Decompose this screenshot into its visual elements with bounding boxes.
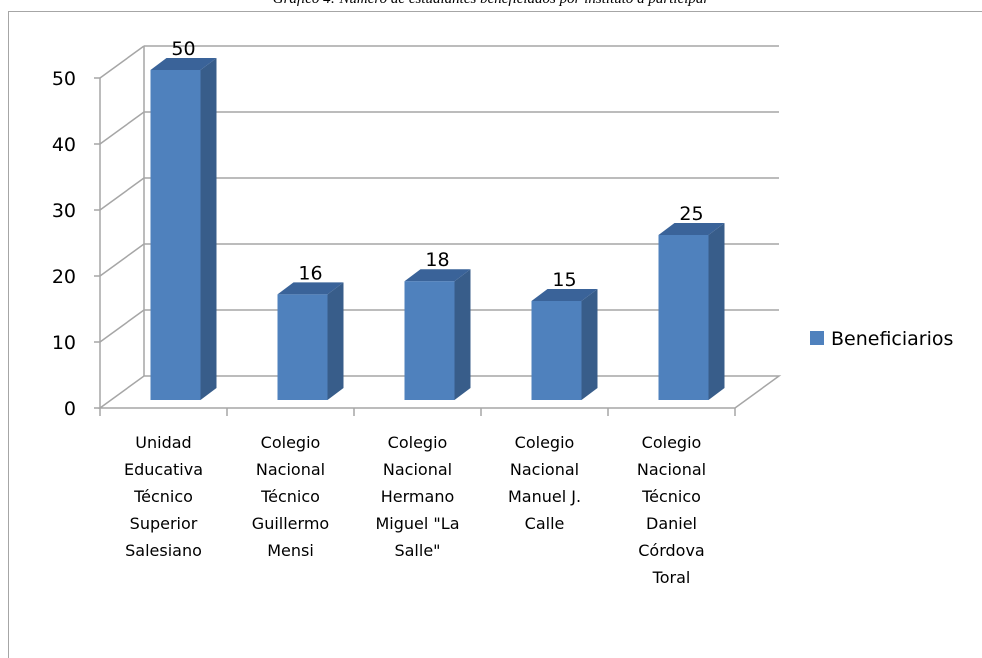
data-label: 15 — [552, 269, 576, 291]
chart-floor — [97, 375, 782, 409]
gridline-side — [99, 177, 145, 211]
data-label: 16 — [298, 262, 322, 284]
page-title: Gráfico 4: Número de estudiantes benefic… — [0, 0, 982, 11]
bar — [658, 235, 709, 400]
bar-side — [708, 223, 725, 400]
gridline-side — [99, 45, 145, 79]
y-tick-label: 50 — [52, 68, 76, 90]
gridline-side — [99, 243, 145, 277]
bar-top — [277, 282, 344, 295]
bar-top — [150, 58, 217, 70]
data-label: 50 — [171, 38, 195, 60]
x-category-label: Colegio Nacional Técnico Guillermo Mensi — [252, 433, 329, 560]
bar-side — [581, 289, 598, 400]
labels: 0 10 20 30 40 50 50 16 18 15 25 Unidad Educativa Técn… — [52, 38, 706, 587]
bar-top — [531, 289, 598, 301]
bar — [404, 281, 455, 400]
x-category-label: Colegio Nacional Técnico Daniel Córdova Toral — [637, 433, 706, 587]
bar-side — [454, 269, 471, 400]
bar — [150, 70, 201, 400]
y-tick-label: 20 — [52, 266, 76, 288]
legend: Beneficiarios — [810, 328, 953, 350]
bars — [150, 58, 725, 400]
bar-top — [658, 223, 725, 235]
x-category-label: Colegio Nacional Manuel J. Calle — [508, 433, 581, 533]
bar-side — [200, 58, 217, 400]
data-label: 18 — [425, 249, 449, 271]
gridline-side — [99, 111, 145, 145]
data-label: 25 — [679, 203, 703, 225]
bar — [277, 294, 328, 400]
legend-swatch — [810, 331, 824, 345]
legend-label: Beneficiarios — [831, 328, 953, 350]
bar — [531, 301, 582, 400]
y-tick-label: 0 — [64, 398, 76, 420]
x-category-label: Colegio Nacional Hermano Miguel "La Salle" — [376, 433, 460, 560]
frame-top-border — [8, 11, 982, 12]
x-category-label: Unidad Educativa Técnico Superior Salesiano — [124, 433, 203, 560]
gridline-side — [99, 309, 145, 343]
y-tick-label: 30 — [52, 200, 76, 222]
bar-top — [404, 269, 471, 282]
y-tick-label: 40 — [52, 134, 76, 156]
axes — [94, 77, 736, 416]
frame-left-border — [8, 11, 9, 658]
bar-side — [327, 282, 344, 400]
y-tick-label: 10 — [52, 332, 76, 354]
